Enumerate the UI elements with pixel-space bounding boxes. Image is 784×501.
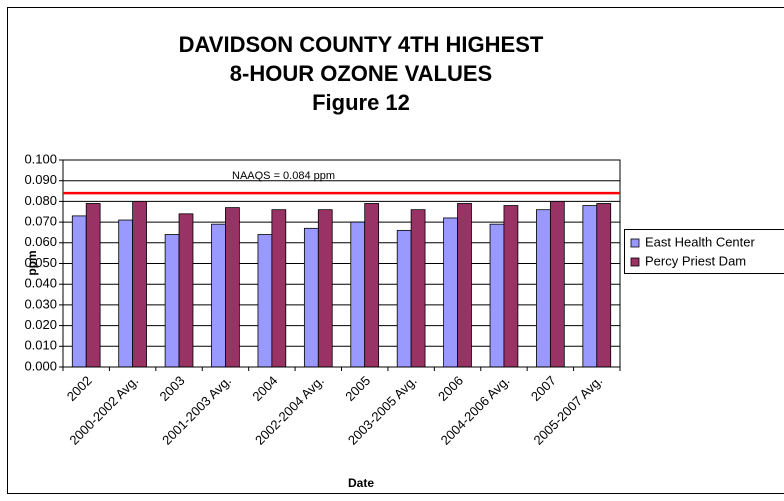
bar	[178, 213, 194, 368]
bar	[410, 209, 426, 368]
bar	[211, 223, 226, 368]
y-tick-label: 0.050	[24, 255, 57, 270]
annotation: NAAQS = 0.084 ppm	[232, 170, 335, 182]
bar	[132, 200, 147, 368]
bar	[71, 215, 87, 368]
y-tick-label: 0.100	[24, 151, 57, 166]
x-axis-title: Date	[348, 476, 374, 490]
y-tick-label: 0.010	[24, 338, 57, 353]
bar	[271, 209, 287, 368]
y-tick-label: 0.030	[24, 296, 57, 311]
bar	[364, 203, 380, 368]
legend-label: East Health Center	[645, 234, 756, 249]
bar	[582, 205, 598, 368]
y-axis-title: ppm	[25, 250, 39, 275]
y-tick-label: 0.070	[24, 214, 57, 229]
y-tick-label: 0.040	[24, 276, 57, 291]
y-tick-label: 0.000	[24, 358, 57, 373]
bar	[118, 219, 134, 368]
plot-border	[62, 159, 621, 368]
bar	[317, 209, 333, 368]
y-tick-label: 0.080	[24, 193, 57, 208]
legend-box	[624, 229, 784, 274]
chart-title: DAVIDSON COUNTY 4TH HIGHEST	[179, 32, 544, 57]
chart-title: Figure 12	[312, 90, 410, 115]
bar	[257, 234, 273, 368]
chart-title: 8-HOUR OZONE VALUES	[230, 61, 492, 86]
bar	[396, 229, 412, 368]
bar	[443, 217, 458, 368]
bar	[549, 200, 565, 368]
bar	[457, 203, 472, 368]
legend-swatch	[630, 238, 640, 248]
y-tick-label: 0.090	[24, 172, 57, 187]
bar	[164, 234, 180, 368]
legend-label: Percy Priest Dam	[645, 253, 746, 268]
bar	[503, 205, 519, 368]
y-tick-label: 0.020	[24, 317, 57, 332]
bar	[536, 209, 551, 368]
bar	[489, 223, 505, 368]
y-tick-label: 0.060	[24, 234, 57, 249]
bar	[85, 203, 101, 368]
bar	[303, 227, 319, 368]
bar	[225, 207, 240, 368]
bar	[596, 203, 612, 368]
bar	[350, 221, 366, 368]
legend-swatch	[630, 257, 640, 267]
